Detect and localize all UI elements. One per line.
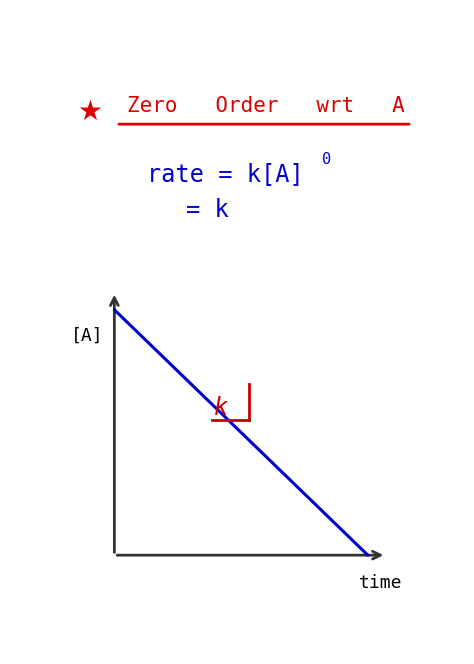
Text: Zero   Order   wrt   A: Zero Order wrt A [127,96,405,116]
Text: 0: 0 [322,153,331,167]
Text: time: time [359,574,402,592]
Text: ★: ★ [78,98,102,125]
Text: rate = k[A]: rate = k[A] [147,162,304,187]
Text: [A]: [A] [71,326,103,345]
Text: = k: = k [186,198,229,222]
Text: k: k [214,396,228,420]
